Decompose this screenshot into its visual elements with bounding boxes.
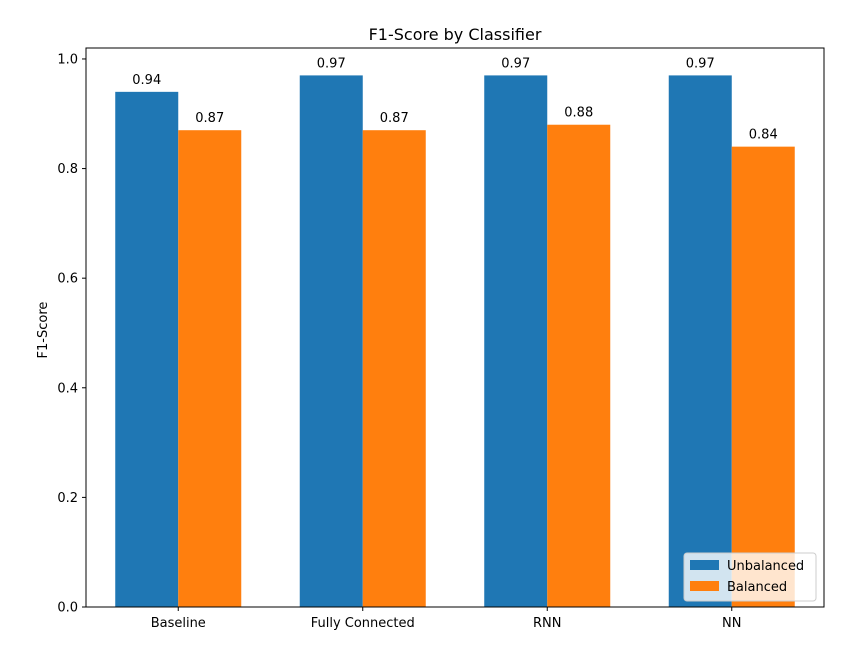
y-axis-label: F1-Score (36, 302, 51, 359)
bar-balanced (178, 130, 242, 608)
bar-balanced (547, 124, 611, 607)
legend-swatch-unbalanced (690, 560, 719, 570)
y-tick-label: 0.2 (57, 491, 78, 506)
bar-value-label: 0.87 (195, 111, 224, 126)
y-tick-label: 0.8 (57, 162, 78, 177)
bar-value-label: 0.97 (317, 56, 346, 71)
bar-value-label: 0.97 (501, 56, 530, 71)
chart-title: F1-Score by Classifier (369, 25, 542, 44)
legend: Unbalanced Balanced (683, 552, 817, 602)
legend-label-unbalanced: Unbalanced (727, 559, 804, 574)
x-tick-label: RNN (533, 616, 561, 631)
x-tick-label: Baseline (151, 616, 206, 631)
bar-unbalanced (299, 75, 363, 607)
bar-value-label: 0.87 (380, 111, 409, 126)
bar-value-label: 0.94 (132, 73, 161, 88)
x-tick-label: Fully Connected (311, 616, 415, 631)
bar-unbalanced (668, 75, 732, 607)
y-tick-label: 0.0 (57, 601, 78, 616)
bar-balanced (731, 146, 795, 607)
plot-frame (85, 47, 825, 608)
legend-label-balanced: Balanced (727, 580, 787, 595)
y-tick-label: 1.0 (57, 52, 78, 67)
bar-balanced (362, 130, 426, 608)
bar-value-label: 0.88 (564, 106, 593, 121)
legend-swatch-balanced (690, 581, 719, 591)
bar-value-label: 0.84 (749, 128, 778, 143)
bar-unbalanced (484, 75, 548, 607)
x-tick-label: NN (722, 616, 741, 631)
bar-unbalanced (115, 91, 179, 607)
plot-area: 0.0 0.2 0.4 0.6 0.8 1.0 0.94 0.87 Baseline 0.97 0.… (57, 52, 795, 631)
bar-value-label: 0.97 (686, 56, 715, 71)
y-tick-label: 0.4 (57, 381, 78, 396)
y-tick-label: 0.6 (57, 272, 78, 287)
